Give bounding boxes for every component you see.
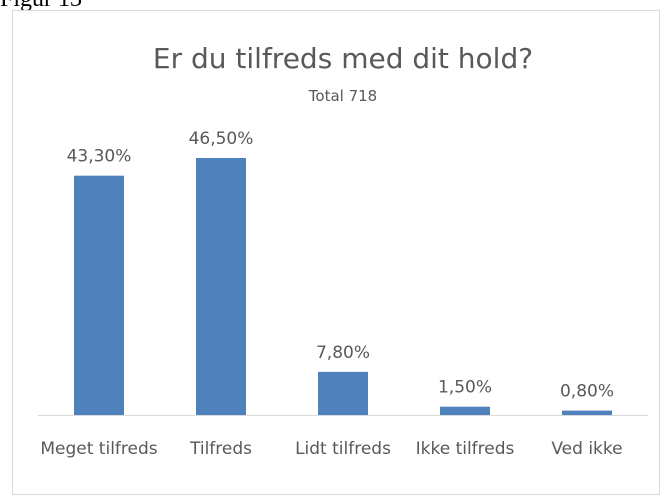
bar: [74, 175, 124, 415]
chart-subtitle: Total 718: [308, 87, 377, 105]
bar: [562, 410, 612, 415]
chart-frame: [12, 10, 660, 495]
bar: [196, 158, 246, 415]
data-label: 0,80%: [560, 382, 614, 402]
chart-title: Er du tilfreds med dit hold?: [153, 42, 533, 75]
x-tick-label: Meget tilfreds: [40, 439, 157, 459]
x-tick-label: Ikke tilfreds: [416, 439, 515, 459]
x-tick-label: Ved ikke: [551, 439, 622, 459]
data-label: 1,50%: [438, 378, 492, 398]
x-tick-label: Tilfreds: [189, 439, 252, 459]
data-label: 7,80%: [316, 343, 370, 363]
data-label: 43,30%: [67, 147, 132, 167]
caption: Figur 13: [0, 0, 82, 12]
data-label: 46,50%: [189, 129, 254, 149]
bar: [318, 371, 368, 415]
bar: [440, 406, 490, 415]
x-tick-label: Lidt tilfreds: [295, 439, 391, 459]
